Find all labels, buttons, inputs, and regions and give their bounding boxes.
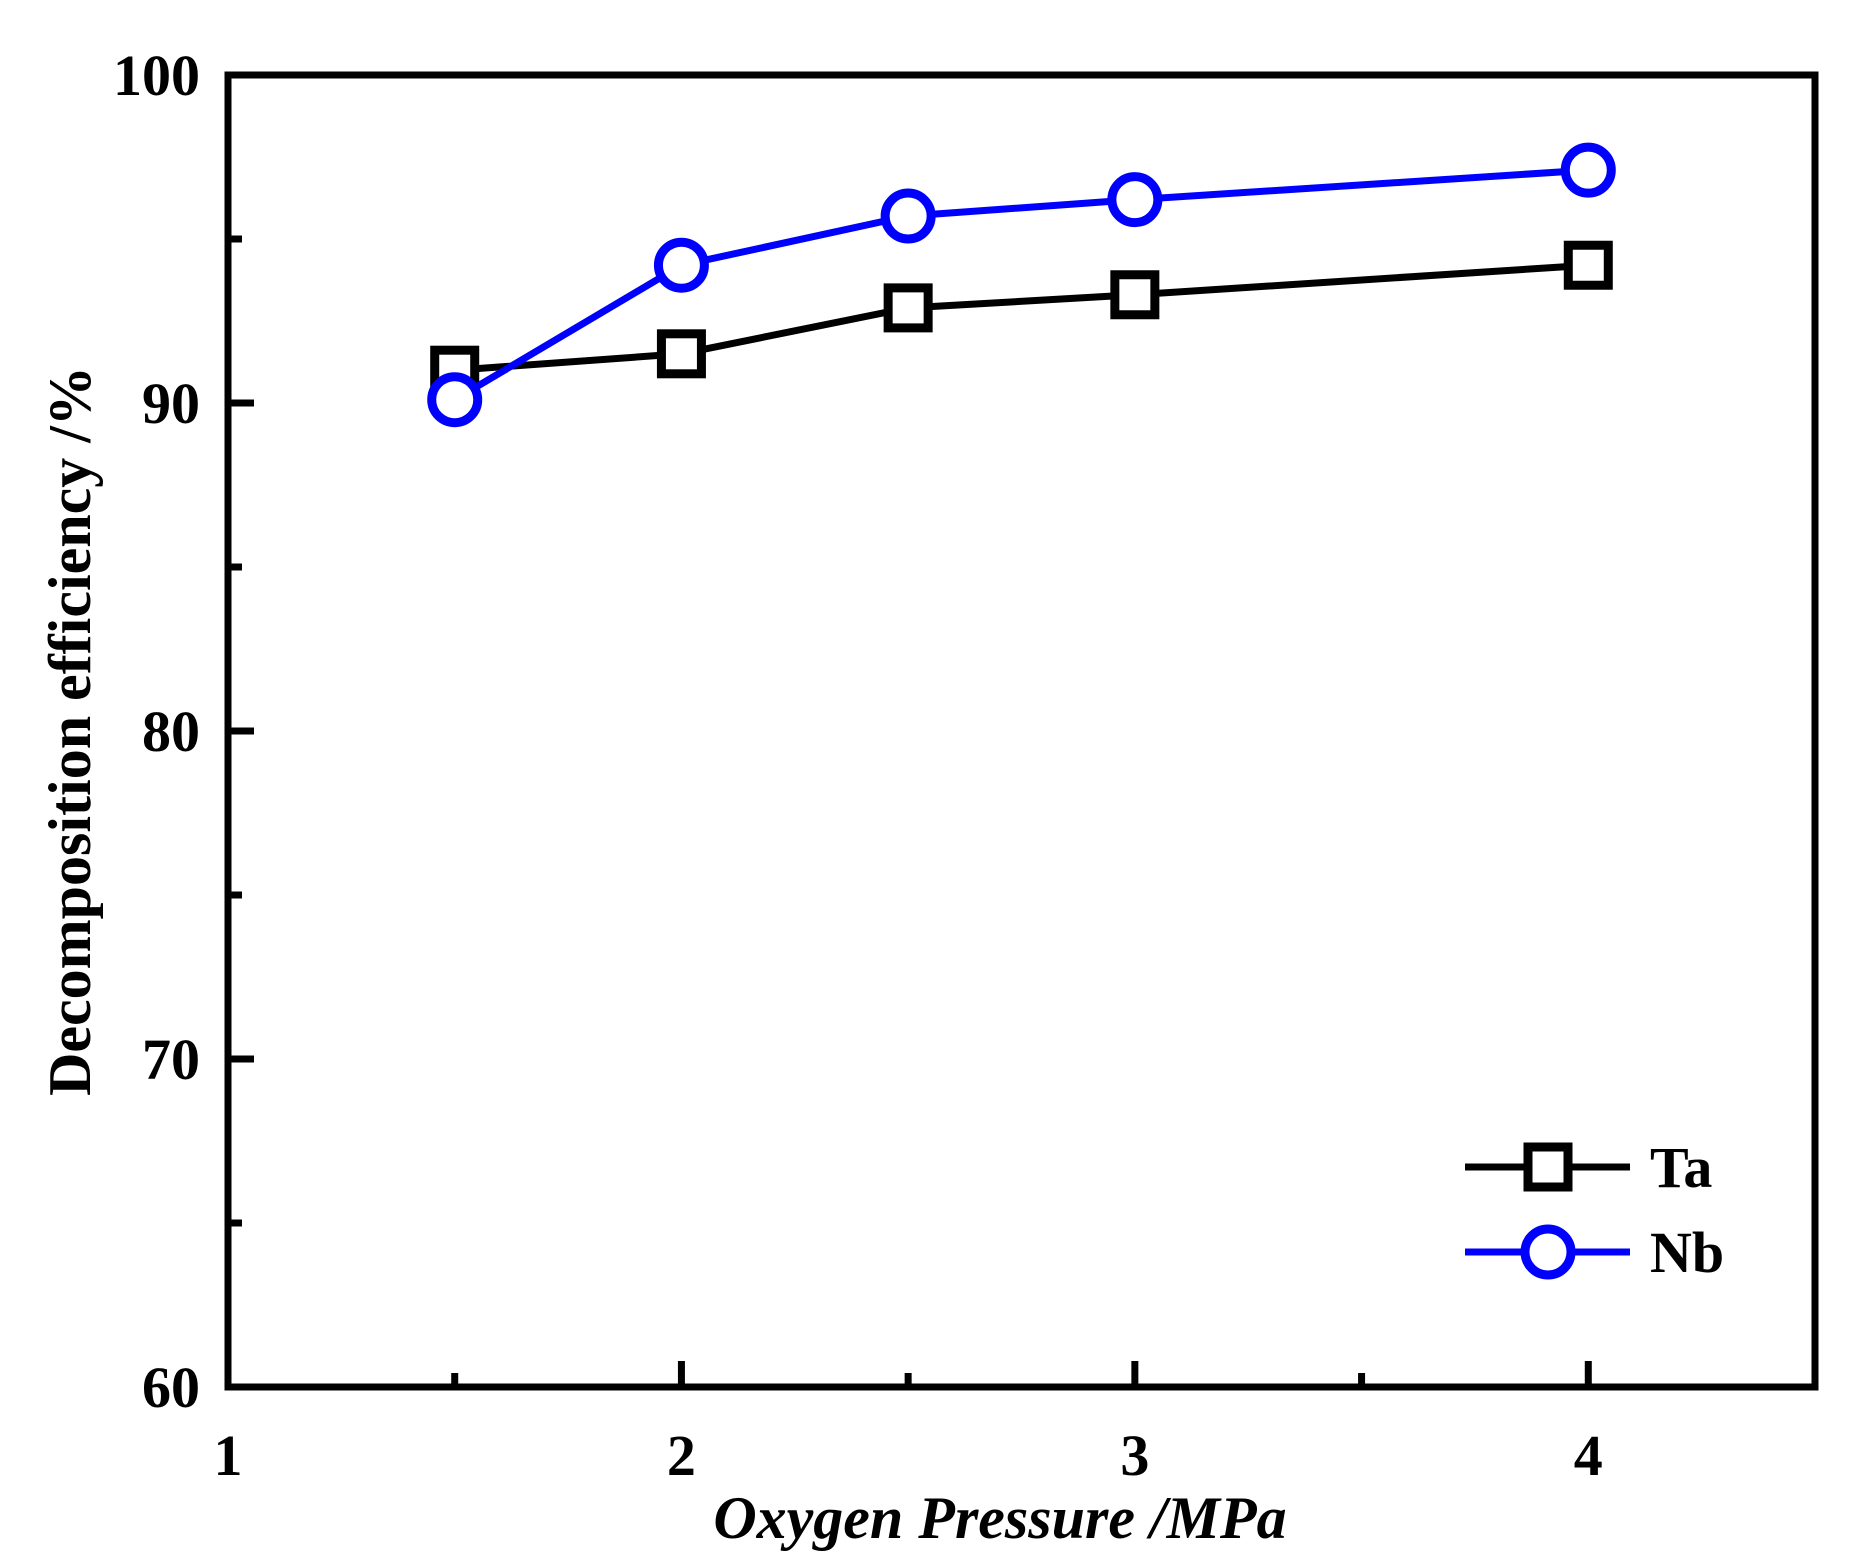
- tick-labels: 1 2 3 4 60 70 80 90 100: [113, 43, 1603, 1488]
- x-tick-label: 1: [214, 1423, 243, 1488]
- legend-marker: [1523, 1142, 1573, 1192]
- y-tick-label: 60: [142, 1355, 200, 1420]
- series-nb: [427, 142, 1616, 428]
- plot-frame: [224, 71, 1819, 1391]
- y-tick-label: 90: [142, 371, 200, 436]
- axis-ticks: [228, 235, 1592, 1387]
- x-tick-label: 2: [667, 1423, 696, 1488]
- x-tick-label: 3: [1120, 1423, 1149, 1488]
- x-axis-title: Oxygen Pressure /MPa: [713, 1485, 1286, 1551]
- data-point-nb: [653, 237, 709, 293]
- data-point-nb: [1107, 172, 1163, 228]
- legend-label: Nb: [1650, 1220, 1724, 1285]
- data-point-ta: [883, 283, 933, 333]
- legend-marker: [1520, 1224, 1576, 1280]
- legend: Ta Nb: [1465, 1135, 1724, 1285]
- x-tick-label: 4: [1574, 1423, 1603, 1488]
- data-point-nb: [427, 372, 483, 428]
- legend-item-nb: Nb: [1465, 1220, 1724, 1285]
- y-axis-title: Decomposition efficiency /%: [37, 366, 103, 1096]
- y-tick-label: 100: [113, 43, 200, 108]
- data-point-ta: [1563, 240, 1613, 290]
- y-tick-label: 80: [142, 699, 200, 764]
- data-point-nb: [880, 188, 936, 244]
- data-point-nb: [1560, 142, 1616, 198]
- legend-item-ta: Ta: [1465, 1135, 1712, 1200]
- data-point-ta: [1110, 270, 1160, 320]
- data-point-ta: [656, 329, 706, 379]
- legend-label: Ta: [1650, 1135, 1712, 1200]
- series-layer: [427, 142, 1616, 428]
- y-tick-label: 70: [142, 1027, 200, 1092]
